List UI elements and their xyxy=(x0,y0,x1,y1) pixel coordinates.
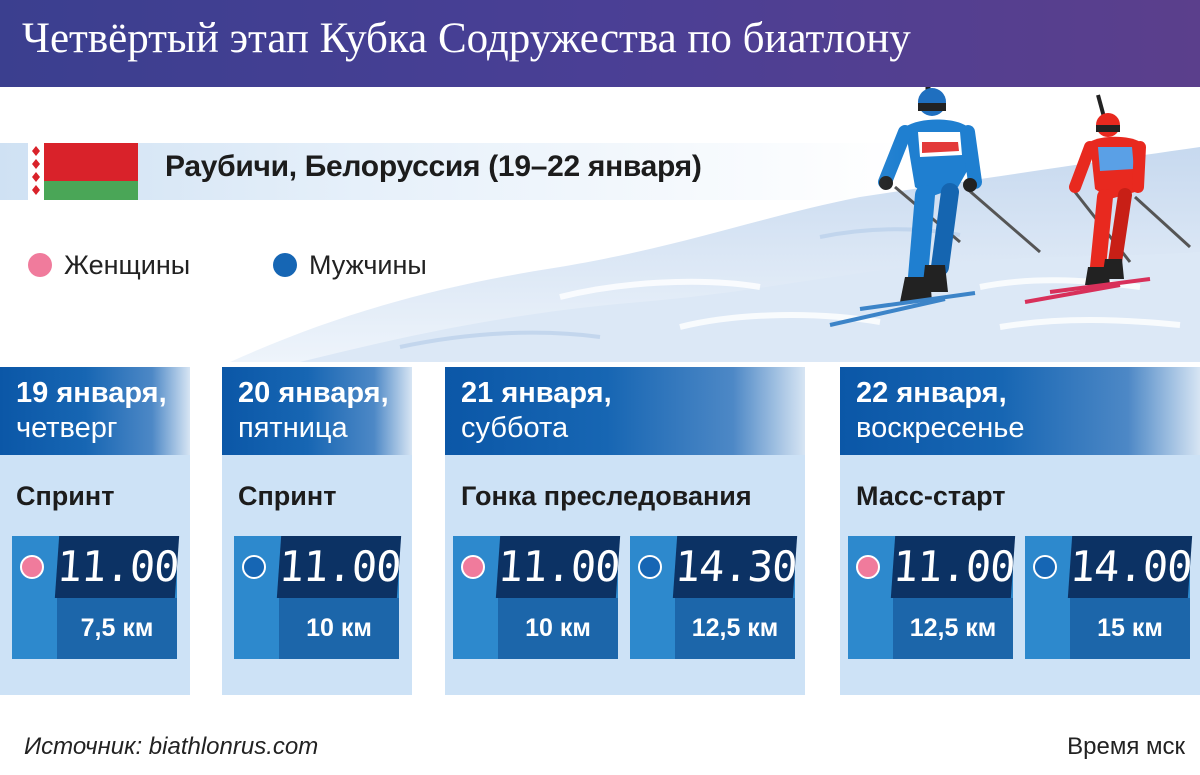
day-header: 22 января, воскресенье xyxy=(840,367,1200,455)
day-header: 19 января, четверг xyxy=(0,367,190,455)
men-dot-icon xyxy=(1033,555,1057,579)
day-card-22: 22 января, воскресенье Масс-старт 11.00 … xyxy=(840,367,1200,695)
women-dot-icon xyxy=(20,555,44,579)
men-dot-icon xyxy=(273,253,297,277)
race-distance: 15 км xyxy=(1070,598,1190,659)
day-date: 21 января, xyxy=(461,377,612,409)
start-time: 11.00 xyxy=(276,536,402,598)
women-dot-icon xyxy=(461,555,485,579)
start-time: 14.30 xyxy=(672,536,798,598)
snow-background-illustration xyxy=(230,87,1200,362)
race-slot-women: 11.00 12,5 км xyxy=(848,536,1016,659)
women-dot-icon xyxy=(28,253,52,277)
start-time: 11.00 xyxy=(890,536,1016,598)
race-slot-women: 11.00 10 км xyxy=(453,536,621,659)
race-slot-men: 11.00 10 км xyxy=(234,536,402,659)
biathlete-red-illustration xyxy=(1024,94,1192,304)
day-weekday: воскресенье xyxy=(856,412,1025,444)
race-slot-men: 14.30 12,5 км xyxy=(630,536,798,659)
start-time: 11.00 xyxy=(54,536,180,598)
location-band xyxy=(0,143,900,200)
day-date: 20 января, xyxy=(238,377,389,409)
race-name: Спринт xyxy=(16,481,115,511)
day-date: 19 января, xyxy=(16,377,167,409)
race-slot-men: 14.00 15 км xyxy=(1025,536,1193,659)
source-credit: Источник: biathlonrus.com xyxy=(24,733,319,760)
legend-men: Мужчины xyxy=(273,248,427,282)
women-dot-icon xyxy=(856,555,880,579)
men-dot-icon xyxy=(242,555,266,579)
race-name: Гонка преследования xyxy=(461,481,752,511)
legend-women-label: Женщины xyxy=(64,249,191,280)
start-time: 14.00 xyxy=(1067,536,1193,598)
day-card-21: 21 января, суббота Гонка преследования 1… xyxy=(445,367,805,695)
start-time: 11.00 xyxy=(495,536,621,598)
page-title: Четвёртый этап Кубка Содружества по биат… xyxy=(22,15,911,62)
race-distance: 10 км xyxy=(498,598,618,659)
race-distance: 7,5 км xyxy=(57,598,177,659)
day-card-19: 19 января, четверг Спринт 11.00 7,5 км xyxy=(0,367,190,695)
race-distance: 10 км xyxy=(279,598,399,659)
timezone-note: Время мск xyxy=(1067,733,1185,760)
header-banner: Четвёртый этап Кубка Содружества по биат… xyxy=(0,0,1200,87)
race-distance: 12,5 км xyxy=(675,598,795,659)
legend-women: Женщины xyxy=(28,248,190,282)
day-date: 22 января, xyxy=(856,377,1007,409)
race-name: Спринт xyxy=(238,481,337,511)
belarus-flag-icon xyxy=(28,143,138,200)
men-dot-icon xyxy=(638,555,662,579)
day-weekday: четверг xyxy=(16,412,118,444)
race-distance: 12,5 км xyxy=(893,598,1013,659)
legend-men-label: Мужчины xyxy=(309,249,427,280)
day-card-20: 20 января, пятница Спринт 11.00 10 км xyxy=(222,367,412,695)
day-header: 20 января, пятница xyxy=(222,367,412,455)
race-name: Масс-старт xyxy=(856,481,1006,511)
race-slot-women: 11.00 7,5 км xyxy=(12,536,180,659)
day-weekday: пятница xyxy=(238,412,348,444)
location-label: Раубичи, Белоруссия (19–22 января) xyxy=(165,150,702,183)
day-weekday: суббота xyxy=(461,412,569,444)
day-header: 21 января, суббота xyxy=(445,367,805,455)
